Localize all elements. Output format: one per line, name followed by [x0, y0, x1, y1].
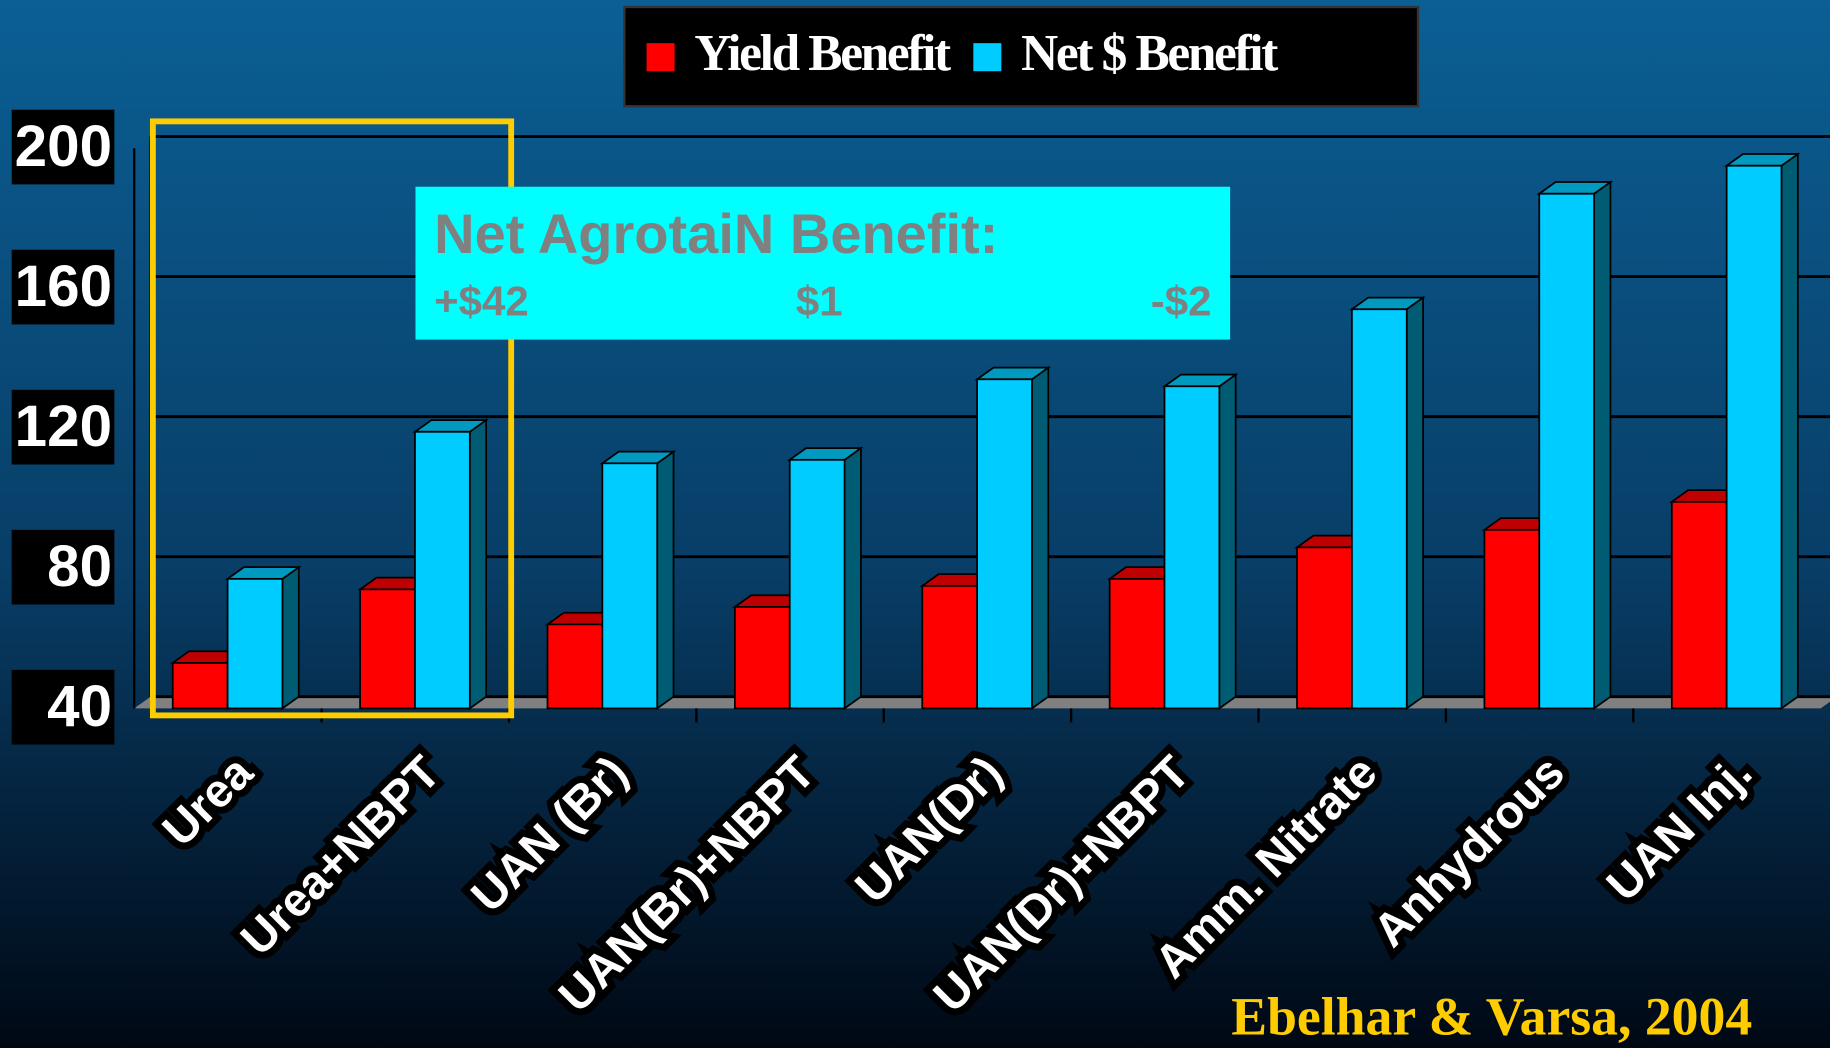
bar [1723, 152, 1801, 711]
bar-front [1351, 308, 1408, 710]
bar-side [1218, 372, 1237, 711]
y-tick-label: 200 [15, 114, 112, 179]
bar [787, 446, 864, 711]
annotation-title: Net AgrotaiN Benefit: [434, 202, 998, 265]
bar-front [1670, 500, 1728, 710]
bar-side [656, 449, 675, 711]
bar-front [976, 378, 1033, 710]
bar [1536, 180, 1614, 711]
highlight-box [149, 118, 515, 719]
annotation-value: $1 [796, 278, 843, 325]
bar-front [601, 462, 659, 710]
bar-front [1538, 192, 1595, 710]
bar-side [468, 418, 488, 711]
bar-side [281, 565, 300, 711]
bar-front [788, 458, 846, 710]
bar [974, 365, 1052, 711]
bar [224, 565, 302, 711]
legend-box [623, 5, 1420, 108]
y-tick-box [11, 669, 115, 745]
bar-side [1405, 295, 1424, 711]
bar-front [1163, 385, 1221, 710]
y-tick-label: 160 [15, 254, 112, 319]
bar [1294, 533, 1371, 711]
legend-swatch [970, 40, 1004, 74]
y-tick-box [11, 249, 115, 325]
bar [412, 418, 489, 711]
bar-side [843, 446, 862, 711]
bar-front [1296, 546, 1353, 710]
bar-front [226, 577, 284, 710]
bar-side [1780, 152, 1799, 711]
annotation-value: -$2 [1151, 278, 1212, 325]
y-tick-label: 40 [47, 674, 112, 739]
bar-front [414, 430, 471, 710]
bar-side [1031, 365, 1050, 711]
bar-front [921, 584, 978, 710]
y-tick-box [11, 109, 115, 185]
bar-front [171, 662, 229, 710]
bar-front [359, 588, 416, 710]
source: Ebelhar & Varsa, 2004 [1231, 987, 1752, 1047]
bar-front [734, 605, 791, 710]
legend-label: Net $ Benefit [1021, 25, 1278, 82]
bar [1349, 295, 1426, 711]
bar-front [1108, 577, 1166, 710]
annotation-box [415, 186, 1231, 340]
bar-front [546, 623, 604, 710]
y-tick-box [11, 389, 115, 465]
bar [1161, 372, 1239, 711]
legend-swatch [644, 40, 677, 74]
y-tick-label: 120 [15, 394, 112, 459]
bar-front [1483, 528, 1541, 710]
annotation-value: +$42 [434, 278, 529, 325]
y-tick-label: 80 [47, 534, 112, 599]
bar-front [1725, 164, 1783, 710]
legend-label: Yield Benefit [694, 25, 951, 82]
bar-side [1593, 180, 1612, 711]
y-tick-box [11, 529, 115, 605]
bar [599, 449, 677, 711]
